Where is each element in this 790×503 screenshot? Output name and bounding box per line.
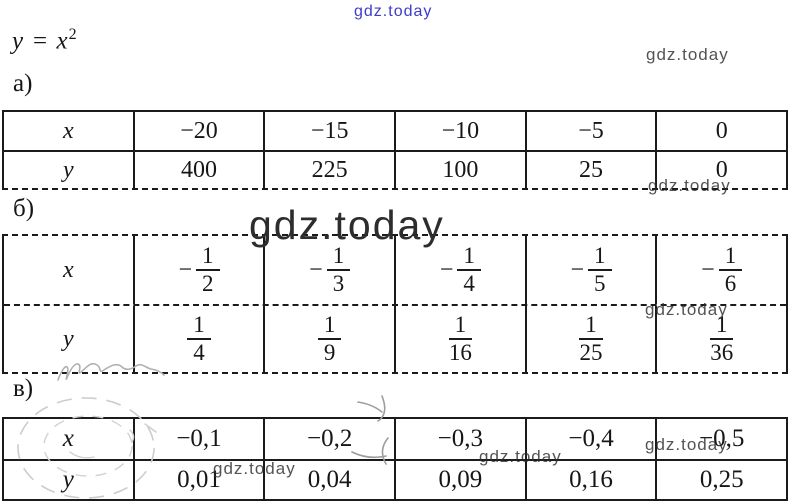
table-row: y 400 225 100 25 0: [4, 150, 786, 188]
row-header-y: y: [63, 325, 74, 352]
table-cell-fraction: −1 6: [655, 236, 786, 304]
fraction-denominator: 6: [724, 271, 737, 296]
table-cell: 400: [132, 152, 264, 188]
table-cell: 100: [394, 152, 525, 188]
watermark-gdz-table-v-center: gdz.today: [479, 447, 562, 466]
table-cell: 0: [655, 152, 786, 188]
section-label-a: а): [13, 70, 33, 97]
table-row: y 0,01 0,04 0,09 0,16 0,25: [4, 459, 786, 499]
row-header-y: y: [62, 466, 74, 493]
fraction-numerator: 1: [448, 312, 473, 340]
table-cell: −5: [524, 112, 656, 150]
table-cell-fraction: −1 4: [394, 236, 525, 304]
formula-lhs: y: [12, 27, 25, 55]
table-cell: 0,09: [394, 461, 525, 499]
row-header-x: x: [63, 117, 74, 144]
watermark-gdz-table-a: gdz.today: [648, 176, 731, 195]
fraction-denominator: 4: [193, 340, 205, 365]
section-label-v: в): [13, 375, 34, 402]
table-cell: −0,1: [132, 419, 264, 459]
minus-sign: −: [701, 256, 715, 283]
fraction-denominator: 5: [594, 271, 606, 296]
fraction-numerator: 1: [709, 312, 734, 340]
minus-sign: −: [439, 256, 454, 283]
minus-sign: −: [178, 256, 193, 283]
table-cell-fraction: 1 36: [655, 306, 786, 372]
table-cell: −0,5: [655, 419, 786, 459]
formula-exponent: 2: [68, 26, 78, 43]
table-cell: 0,16: [524, 461, 656, 499]
table-cell: −0,3: [394, 419, 525, 459]
table-cell: −0,4: [524, 419, 656, 459]
formula-rhs: x: [56, 27, 69, 55]
fraction-denominator: 3: [332, 271, 345, 296]
formula-y-equals-x-squared: y = x2: [12, 26, 78, 55]
table-cell: −10: [394, 112, 525, 150]
table-cell-fraction: 1 16: [394, 306, 525, 372]
fraction-denominator: 9: [323, 340, 336, 365]
fraction-numerator: 1: [579, 312, 603, 340]
fraction-numerator: 1: [588, 243, 612, 271]
fraction-denominator: 16: [448, 340, 472, 365]
table-cell: −20: [132, 112, 264, 150]
value-table-v: x −0,1 −0,2 −0,3 −0,4 −0,5 y 0,01 0,04 0…: [2, 417, 788, 501]
table-cell: 25: [524, 152, 656, 188]
fraction-denominator: 25: [579, 340, 603, 365]
table-cell: 225: [263, 152, 394, 188]
watermark-gdz-top-center: gdz.today: [354, 3, 433, 20]
fraction-numerator: 1: [326, 243, 351, 271]
formula-equals: =: [31, 27, 50, 55]
fraction-numerator: 1: [457, 243, 481, 271]
table-cell: −0,2: [263, 419, 394, 459]
watermark-gdz-table-v-right: gdz.today: [645, 435, 728, 454]
fraction-denominator: 4: [463, 271, 475, 296]
fraction-numerator: 1: [196, 243, 220, 271]
watermark-gdz-top-right: gdz.today: [646, 45, 729, 64]
row-header-y: y: [63, 156, 74, 183]
fraction-denominator: 2: [202, 271, 214, 296]
value-table-a: x −20 −15 −10 −5 0 y 400 225 100 25 0: [2, 110, 788, 190]
table-cell: 0,25: [655, 461, 786, 499]
table-cell-fraction: −1 2: [132, 236, 264, 304]
table-cell-fraction: −1 5: [524, 236, 656, 304]
watermark-gdz-table-v-left: gdz.today: [213, 459, 296, 478]
table-cell: 0: [655, 112, 786, 150]
section-label-b: б): [13, 195, 35, 222]
watermark-gdz-table-b: gdz.today: [645, 300, 728, 319]
table-row: x −20 −15 −10 −5 0: [4, 112, 786, 150]
row-header-x: x: [62, 425, 74, 452]
watermark-gdz-center-large: gdz.today: [249, 202, 445, 248]
fraction-denominator: 36: [710, 340, 734, 365]
fraction-numerator: 1: [317, 312, 342, 340]
fraction-numerator: 1: [187, 312, 211, 340]
fraction-numerator: 1: [718, 243, 743, 271]
table-row: x −1 2 −1 3 −1 4 −1 5 −1 6: [4, 236, 786, 304]
table-cell: −15: [263, 112, 394, 150]
table-cell: 0,04: [263, 461, 394, 499]
minus-sign: −: [570, 256, 585, 283]
table-cell-fraction: 1 25: [524, 306, 656, 372]
table-cell-fraction: −1 3: [263, 236, 394, 304]
row-header-x: x: [63, 256, 74, 283]
minus-sign: −: [309, 256, 323, 283]
